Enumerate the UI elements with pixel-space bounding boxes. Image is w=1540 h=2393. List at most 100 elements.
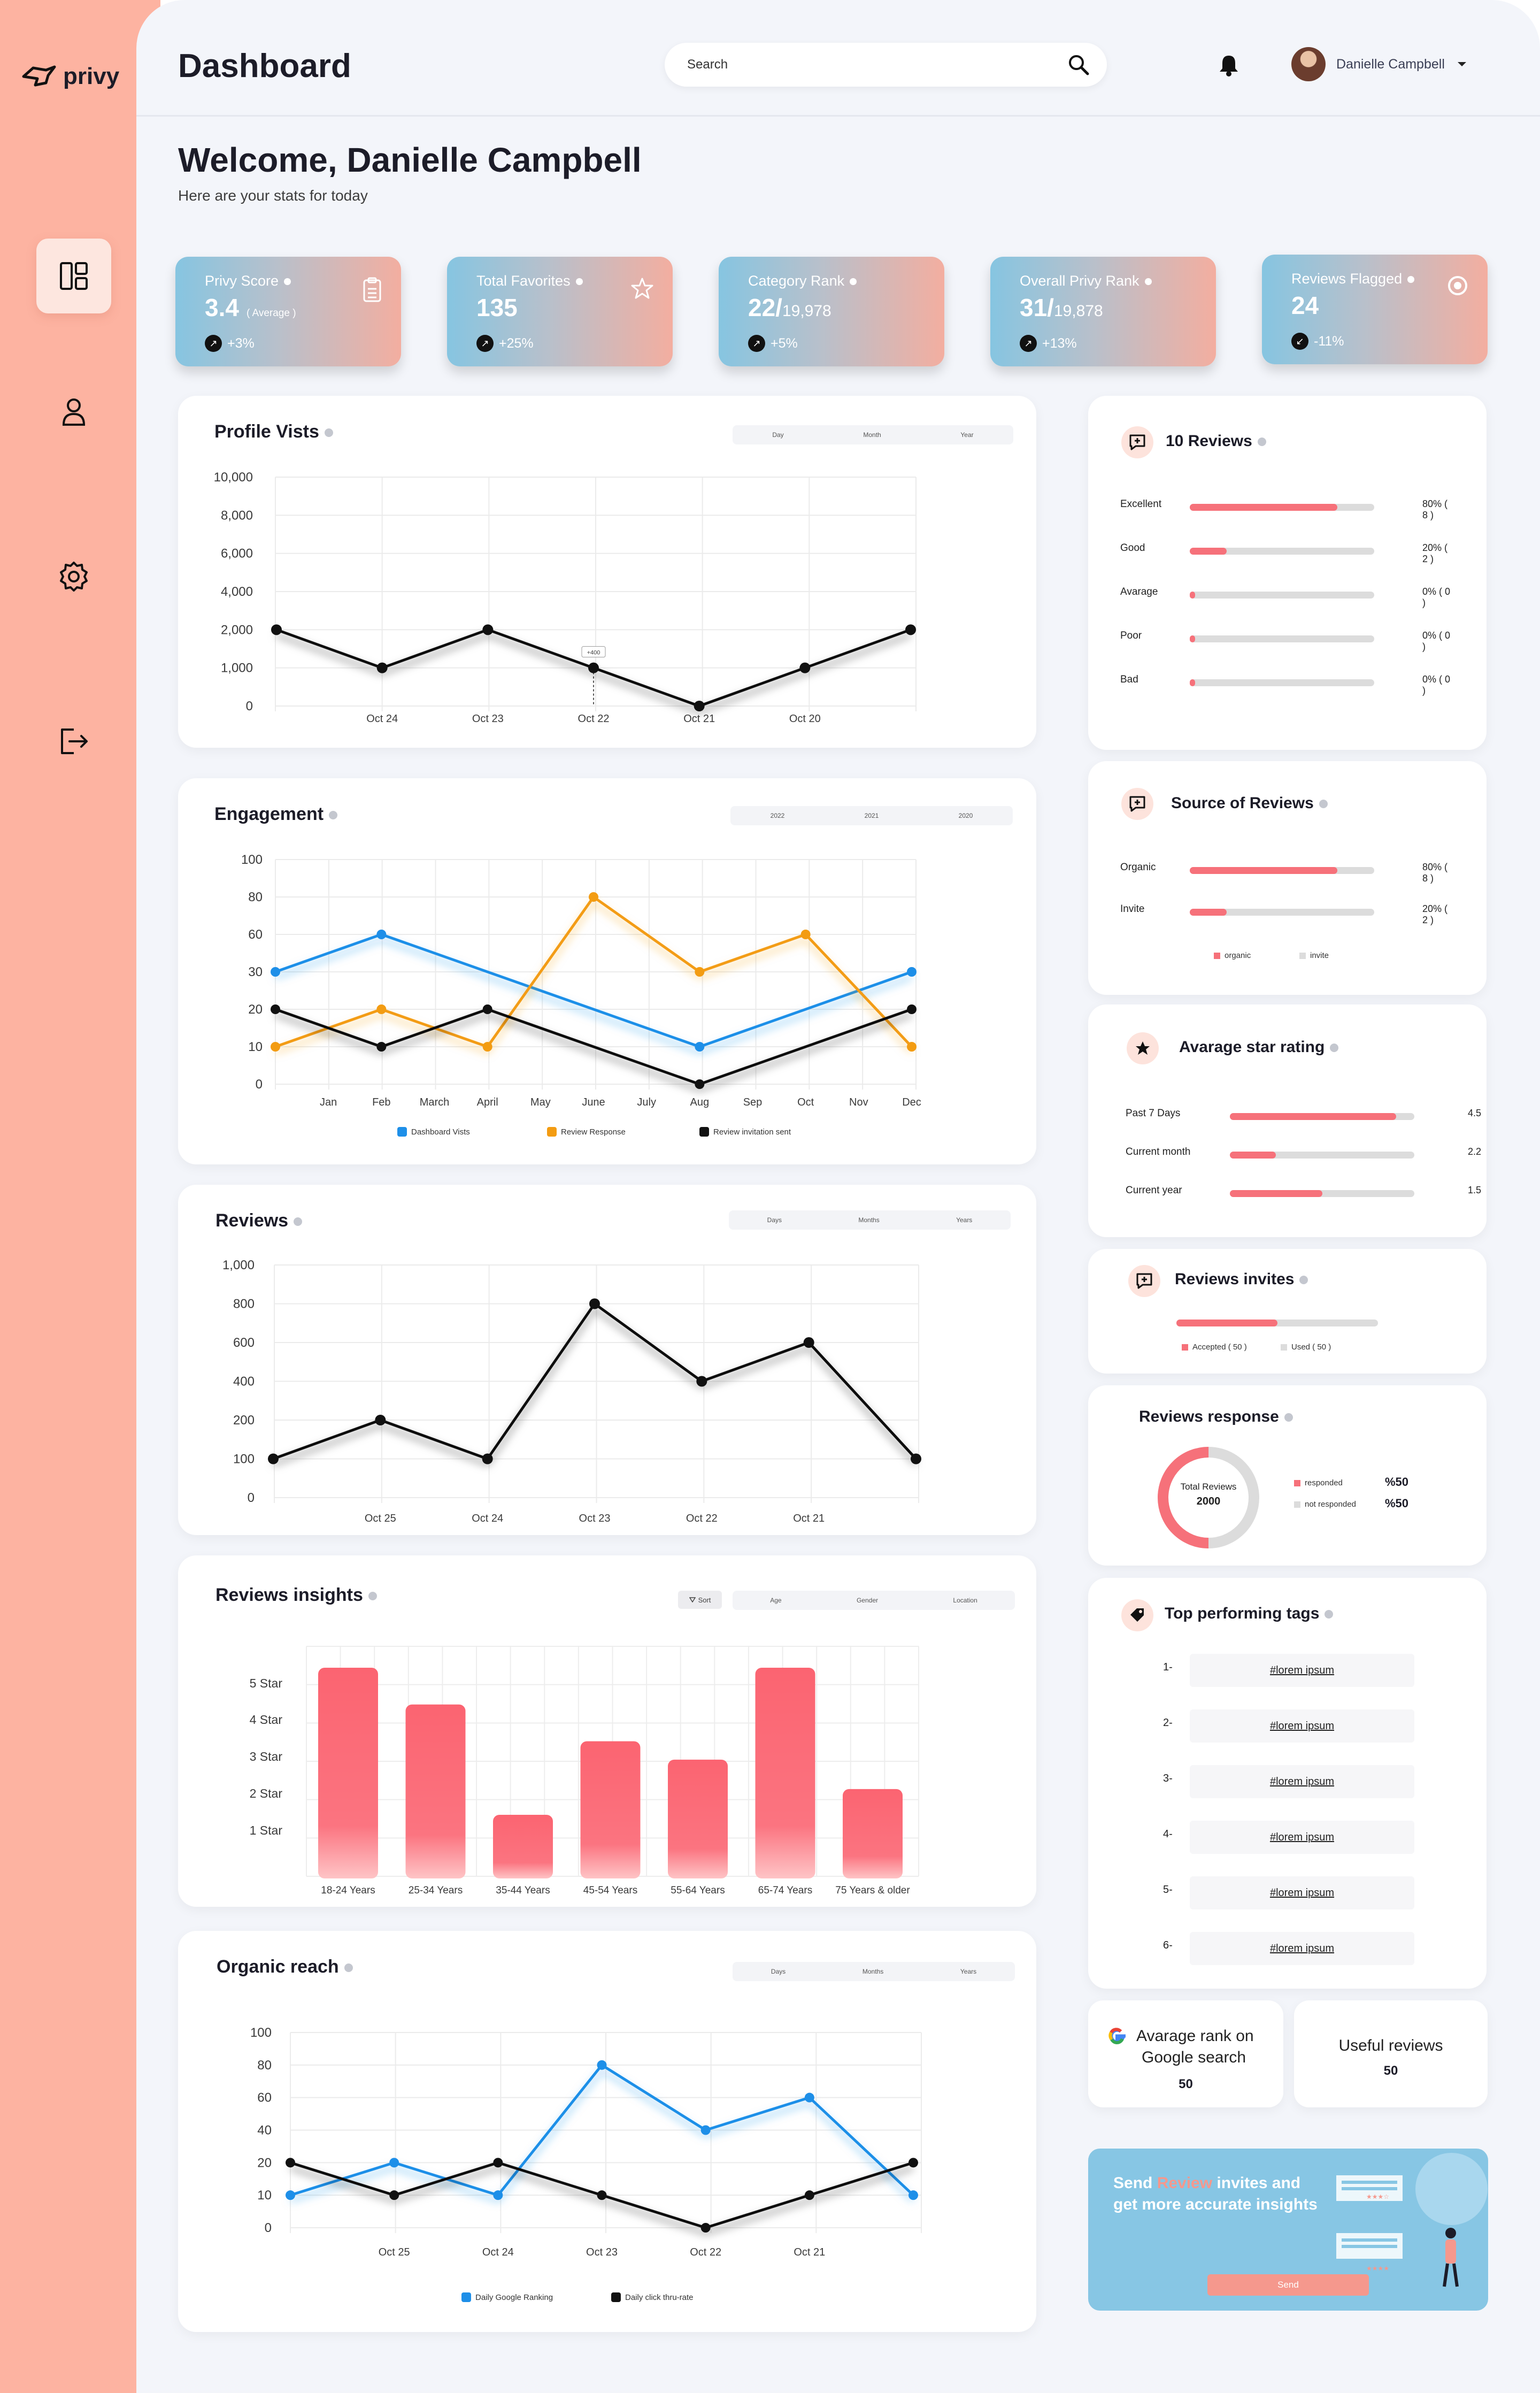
info-icon[interactable] — [324, 428, 333, 438]
info-icon[interactable] — [1319, 800, 1328, 809]
x-tick-label: Jan — [320, 1096, 337, 1108]
review-icon — [1121, 426, 1153, 458]
sidebar-item-dashboard[interactable] — [36, 239, 111, 313]
sidebar-item-profile[interactable] — [36, 374, 111, 449]
info-icon[interactable] — [1284, 1413, 1293, 1422]
stat-card-privy-score[interactable]: Privy Score 3.4 ( Average ) ↗ +3% — [175, 257, 401, 366]
card-title: 10 Reviews — [1166, 432, 1252, 450]
sidebar-item-settings[interactable] — [36, 539, 111, 614]
y-tick-label: 60 — [257, 2091, 272, 2105]
legend-item: organic — [1214, 951, 1251, 960]
info-icon[interactable] — [1407, 276, 1415, 283]
sort-button[interactable]: Sort — [678, 1591, 722, 1609]
tab-year[interactable]: Year — [960, 431, 974, 439]
info-icon[interactable] — [1257, 438, 1266, 447]
tab-2021[interactable]: 2021 — [864, 812, 879, 819]
engagement-series-point — [695, 1079, 705, 1089]
logo[interactable]: privy — [21, 63, 119, 90]
rating-row: Current month 2.2 — [1126, 1146, 1481, 1168]
source-of-reviews-card: Source of Reviews Organic 80% ( 8 ) Invite… — [1088, 761, 1487, 995]
info-icon[interactable] — [1299, 1276, 1308, 1285]
tab-day[interactable]: Day — [772, 431, 784, 439]
y-tick-label: 400 — [233, 1375, 255, 1389]
tab-months[interactable]: Months — [858, 1216, 880, 1224]
reviews-point — [589, 1298, 600, 1309]
stat-change: +5% — [771, 335, 798, 351]
y-tick-label: 100 — [233, 1452, 255, 1467]
search-input[interactable]: Search — [687, 57, 728, 72]
reviews-response-card: Reviews response Total Reviews 2000 resp… — [1088, 1385, 1487, 1566]
card-title: Organic reach — [217, 1957, 339, 1977]
info-icon[interactable] — [1330, 1044, 1339, 1053]
stat-card-category-rank[interactable]: Category Rank 22/19,978 ↗ +5% — [719, 257, 944, 366]
engagement-series-point — [907, 967, 917, 977]
google-rank-label-1: Avarage rank on — [1136, 2027, 1254, 2045]
x-tick-label: April — [477, 1096, 498, 1108]
stat-card-overall-rank[interactable]: Overall Privy Rank 31/19,878 ↗ +13% — [990, 257, 1216, 366]
sidebar-item-logout[interactable] — [36, 704, 111, 779]
row-bar-fill — [1190, 679, 1196, 686]
stat-card-reviews-flagged[interactable]: Reviews Flagged 24 ↙ -11% — [1262, 255, 1488, 364]
tag-link[interactable]: #lorem ipsum — [1190, 1932, 1414, 1965]
insight-bar — [755, 1668, 815, 1878]
legend-item: Accepted ( 50 ) — [1182, 1343, 1247, 1352]
legend-value: %50 — [1385, 1475, 1409, 1489]
tag-link[interactable]: #lorem ipsum — [1190, 1765, 1414, 1798]
promo-highlight: Review — [1157, 2174, 1213, 2192]
logout-icon — [61, 728, 88, 754]
row-bar-fill — [1190, 909, 1227, 916]
profile-visits-card: Profile Vists Day Month Year 10,000 8,000… — [178, 396, 1036, 748]
x-tick-label: Aug — [690, 1096, 710, 1108]
tab-age[interactable]: Age — [770, 1597, 782, 1604]
info-icon[interactable] — [329, 811, 338, 820]
row-bar — [1190, 909, 1374, 916]
info-icon[interactable] — [1144, 278, 1152, 286]
info-icon[interactable] — [368, 1592, 377, 1601]
bell-icon[interactable] — [1218, 53, 1239, 80]
search-bar[interactable]: Search — [665, 43, 1107, 87]
info-icon[interactable] — [575, 278, 583, 286]
row-bar-fill — [1190, 635, 1196, 642]
card-title: Source of Reviews — [1171, 794, 1314, 812]
y-tick-label: 10,000 — [214, 470, 253, 485]
organic-series-point — [493, 2190, 503, 2200]
info-icon[interactable] — [850, 278, 857, 286]
y-tick-label: 100 — [241, 853, 263, 867]
tab-days[interactable]: Days — [771, 1968, 786, 1975]
clipboard-icon — [363, 277, 382, 305]
stat-change: +3% — [227, 335, 255, 351]
search-icon[interactable] — [1066, 52, 1091, 80]
y-tick-label: 100 — [250, 2026, 272, 2040]
engagement-series-point — [695, 1042, 705, 1052]
info-icon[interactable] — [344, 1964, 353, 1973]
organic-series-point — [908, 2190, 918, 2200]
reviews-insights-card: Reviews insights Sort Age Gender Locatio… — [178, 1555, 1036, 1907]
tab-month[interactable]: Month — [863, 431, 881, 439]
tag-link[interactable]: #lorem ipsum — [1190, 1654, 1414, 1687]
engagement-card: Engagement 2022 2021 2020 100 80 60 30 20 10 0… — [178, 778, 1036, 1164]
user-menu[interactable]: Danielle Campbell — [1291, 47, 1468, 81]
info-icon[interactable] — [1325, 1610, 1334, 1619]
tag-link[interactable]: #lorem ipsum — [1190, 1821, 1414, 1854]
tab-years[interactable]: Years — [960, 1968, 977, 1975]
tab-months[interactable]: Months — [862, 1968, 884, 1975]
promo-send-button[interactable]: Send — [1207, 2274, 1369, 2296]
tab-gender[interactable]: Gender — [856, 1597, 878, 1604]
stat-card-total-favorites[interactable]: Total Favorites 135 ↗ +25% — [447, 257, 673, 366]
tab-years[interactable]: Years — [956, 1216, 973, 1224]
tab-2020[interactable]: 2020 — [958, 812, 973, 819]
stat-value: 3.4 — [205, 294, 239, 321]
card-title: Reviews — [215, 1210, 289, 1231]
card-title: Engagement — [214, 804, 324, 824]
row-bar-fill — [1190, 592, 1196, 599]
tab-days[interactable]: Days — [767, 1216, 782, 1224]
engagement-series-line — [275, 933, 912, 1048]
card-title: Reviews response — [1139, 1408, 1279, 1425]
tab-2022[interactable]: 2022 — [770, 812, 785, 819]
tag-link[interactable]: #lorem ipsum — [1190, 1876, 1414, 1909]
info-icon[interactable] — [284, 278, 291, 286]
tab-location[interactable]: Location — [953, 1597, 977, 1604]
tag-link[interactable]: #lorem ipsum — [1190, 1709, 1414, 1743]
info-icon[interactable] — [294, 1217, 303, 1226]
settings-icon — [60, 562, 88, 592]
